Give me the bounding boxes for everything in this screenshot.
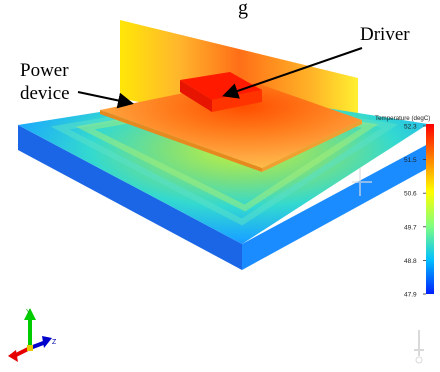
power-device-arrow (77, 91, 134, 109)
z-axis-head (42, 336, 52, 348)
power-device-label-line2: device (20, 83, 70, 104)
power-device-top (100, 80, 362, 168)
y-axis-label: Y (26, 309, 31, 316)
base-side-left (18, 125, 242, 270)
base-side-right (242, 144, 428, 270)
driver-label: Driver (360, 24, 410, 45)
colorbar-tick-label: 48.8 (404, 258, 417, 265)
colorbar (426, 124, 434, 294)
colorbar-tick-label: 49.7 (404, 224, 417, 231)
power-device-side-left (100, 110, 262, 172)
title-fragment: g (238, 0, 248, 19)
colorbar-tick-label: 50.6 (404, 191, 417, 198)
driver-arrow (222, 47, 363, 99)
driver-chip-side-right (212, 90, 262, 112)
colorbar-tick-label: 51.5 (404, 157, 417, 164)
colorbar-title: Temperature (degC) (375, 115, 430, 122)
power-device-label-line1: Power (20, 60, 69, 81)
power-device-side-right (262, 120, 362, 172)
axes-origin (27, 345, 33, 351)
driver-chip-top (180, 72, 262, 100)
x-axis-head (8, 350, 18, 362)
colorbar-tick-label: 47.9 (404, 292, 417, 299)
z-axis-label: Z (52, 339, 57, 346)
driver-chip-side-left (180, 80, 212, 112)
orientation-hint-icon (352, 168, 372, 196)
axes-triad: Y Z (8, 308, 57, 362)
colorbar-tick-label: 52.3 (404, 124, 417, 131)
colorbar-ticks: 52.3 51.5 50.6 49.7 48.8 47.9 (404, 124, 426, 299)
y-axis-head (24, 308, 36, 320)
view-cube-icon (414, 330, 424, 364)
